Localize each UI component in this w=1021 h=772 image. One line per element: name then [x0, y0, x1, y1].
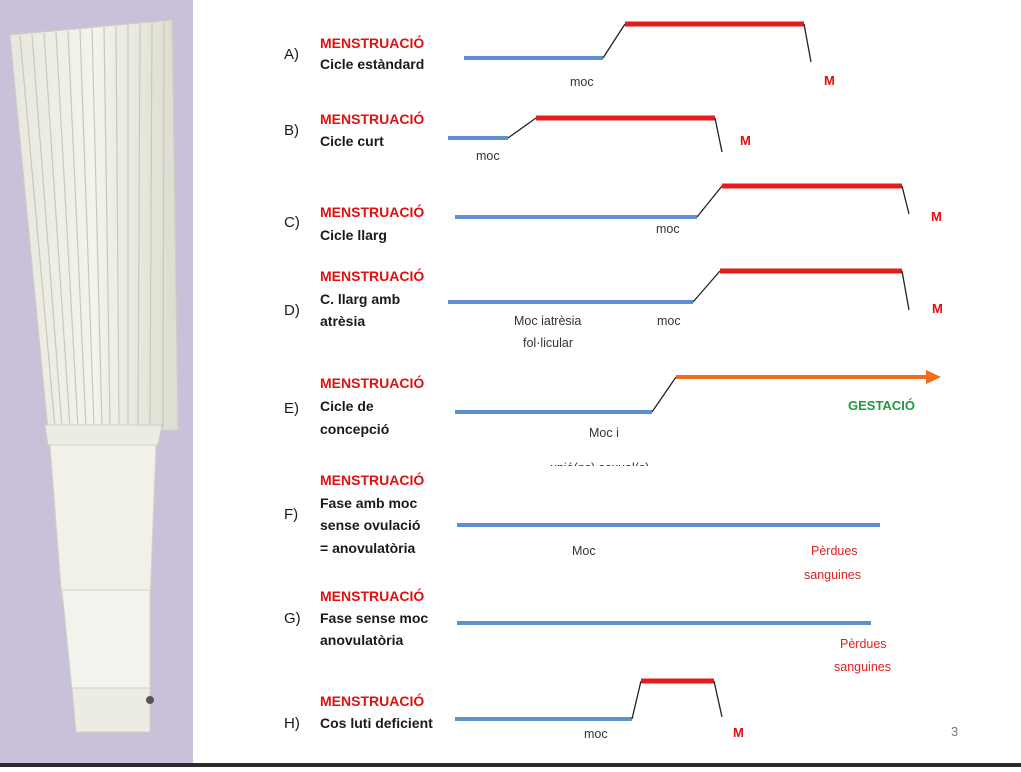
- rise-line: [507, 117, 537, 139]
- moc-label: Moc: [572, 544, 596, 558]
- menstruation-marker: M: [824, 73, 835, 88]
- row-letter: H): [284, 715, 300, 732]
- moc-label: moc: [476, 149, 500, 163]
- blood-loss-label: sanguines: [804, 568, 861, 582]
- moc-label: moc: [657, 314, 681, 328]
- row-description: Cicle de: [320, 398, 374, 414]
- row-title: MENSTRUACIÓ: [320, 110, 424, 127]
- row-c: [455, 183, 910, 219]
- drop-line: [901, 185, 910, 215]
- row-description: Fase sense moc: [320, 610, 428, 626]
- row-title: MENSTRUACIÓ: [320, 587, 424, 604]
- row-description: C. llarg amb: [320, 291, 400, 307]
- rise-line: [631, 680, 642, 720]
- gestation-label: GESTACIÓ: [848, 398, 915, 413]
- row-letter: F): [284, 506, 298, 523]
- row-description: Fase amb moc: [320, 495, 417, 511]
- row-description: Cicle estàndard: [320, 56, 424, 72]
- row-h: [455, 678, 723, 721]
- fan-photo: [0, 0, 193, 767]
- row-title: MENSTRUACIÓ: [320, 374, 424, 391]
- row-letter: E): [284, 400, 299, 417]
- row-description: atrèsia: [320, 313, 365, 329]
- drop-line: [714, 117, 723, 153]
- blood-loss-label: Pèrdues: [840, 637, 887, 651]
- row-letter: A): [284, 46, 299, 63]
- rise-line: [602, 23, 626, 59]
- row-description: concepció: [320, 421, 389, 437]
- follicular-label: fol·licular: [523, 336, 573, 350]
- rise-line: [651, 376, 677, 413]
- row-letter: G): [284, 610, 301, 627]
- bottom-border: [0, 763, 1021, 767]
- menstruation-marker: M: [932, 301, 943, 316]
- sexual-union-label: unió(ns) sexual(s): [550, 461, 649, 475]
- row-description: = anovulatòria: [320, 540, 416, 556]
- row-letter: B): [284, 122, 299, 139]
- arrow-head-icon: [926, 370, 941, 384]
- row-title: MENSTRUACIÓ: [320, 692, 424, 709]
- rise-line: [692, 270, 721, 303]
- row-description: Cicle llarg: [320, 227, 387, 243]
- row-description: Cicle curt: [320, 133, 384, 149]
- rise-line: [696, 185, 723, 218]
- row-d: [448, 268, 910, 311]
- drop-line: [803, 23, 812, 63]
- page-number: 3: [951, 724, 958, 739]
- moc-label: moc: [656, 222, 680, 236]
- row-description: anovulatòria: [320, 632, 403, 648]
- row-b: [448, 115, 723, 153]
- row-description: sense ovulació: [320, 517, 420, 533]
- moc-label: Moc i: [589, 426, 619, 440]
- row-letter: C): [284, 214, 300, 231]
- row-letter: D): [284, 302, 300, 319]
- menstruation-marker: M: [931, 209, 942, 224]
- row-a: [464, 21, 812, 63]
- hand-fan-icon: [9, 19, 179, 733]
- row-description: Cos luti deficient: [320, 715, 433, 731]
- row-title: MENSTRUACIÓ: [320, 471, 424, 488]
- menstruation-marker: M: [733, 725, 744, 740]
- menstruation-marker: M: [740, 133, 751, 148]
- moc-label: moc: [570, 75, 594, 89]
- row-e: [455, 370, 941, 414]
- moc-label: moc: [584, 727, 608, 741]
- moc-atresia-label: Moc iatrèsia: [514, 314, 581, 328]
- row-title: MENSTRUACIÓ: [320, 34, 424, 51]
- blood-loss-label: sanguines: [834, 660, 891, 674]
- row-title: MENSTRUACIÓ: [320, 203, 424, 220]
- drop-line: [713, 680, 723, 718]
- row-title: MENSTRUACIÓ: [320, 267, 424, 284]
- drop-line: [901, 270, 910, 311]
- blood-loss-label: Pèrdues: [811, 544, 858, 558]
